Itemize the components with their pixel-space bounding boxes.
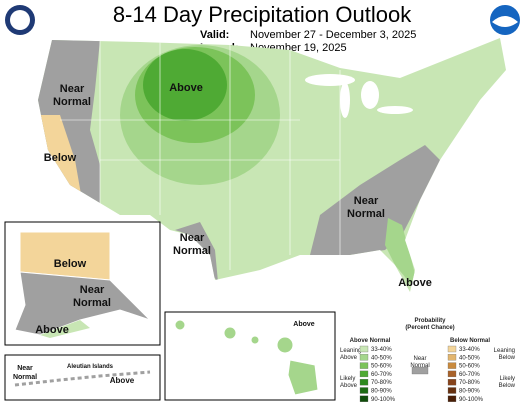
title: 8-14 Day Precipitation Outlook xyxy=(113,2,412,27)
likely-above: Above xyxy=(340,383,358,389)
map-label: Near xyxy=(180,232,205,244)
legend: Probability(Percent Chance) Above Normal B… xyxy=(340,318,516,403)
map-label: Normal xyxy=(73,297,111,309)
leaning-above: Leaning xyxy=(340,348,361,354)
above-level: 33-40% xyxy=(371,347,392,353)
near-normal-label: Normal xyxy=(410,363,429,369)
below-swatch xyxy=(447,387,457,394)
leaning-above: Above xyxy=(340,355,358,361)
map-label: Below xyxy=(54,258,87,270)
map-label: Above xyxy=(293,321,315,328)
above-level: 60-70% xyxy=(371,372,392,378)
valid-label: Valid: xyxy=(200,29,229,41)
leaning-below: Below xyxy=(499,355,516,361)
map-label: Above xyxy=(169,82,203,94)
map-label: Near xyxy=(354,195,379,207)
below-swatch xyxy=(447,362,457,369)
above-swatch xyxy=(359,354,369,361)
above-level: 80-90% xyxy=(371,389,392,395)
near-normal-swatch xyxy=(411,366,429,375)
below-swatch xyxy=(447,354,457,361)
map-label: Near xyxy=(60,83,85,95)
below-normal-heading: Below Normal xyxy=(450,338,490,344)
lakes xyxy=(305,74,413,118)
below-level: 60-70% xyxy=(459,372,480,378)
below-level: 33-40% xyxy=(459,347,480,353)
map-label: Above xyxy=(35,324,69,336)
alaska-peninsula xyxy=(40,320,90,338)
logo-left xyxy=(5,5,35,35)
below-level: 50-60% xyxy=(459,364,480,370)
above-level: 40-50% xyxy=(371,355,392,361)
below-level: 90-100% xyxy=(459,397,484,403)
valid-dates: November 27 - December 3, 2025 xyxy=(250,29,416,41)
above-swatch xyxy=(359,345,369,353)
leaning-below: Leaning xyxy=(494,348,515,354)
below-level: 70-80% xyxy=(459,380,480,386)
map-label: Above xyxy=(110,376,135,385)
map-label: Aleutian Islands xyxy=(67,364,114,370)
map-label: Above xyxy=(398,277,432,289)
above-swatch xyxy=(359,395,369,402)
below-swatch xyxy=(447,370,457,378)
map-label: Normal xyxy=(13,374,37,381)
above-level: 70-80% xyxy=(371,380,392,386)
below-swatch xyxy=(447,345,457,353)
map-label: Normal xyxy=(173,245,211,257)
map-label: Normal xyxy=(53,96,91,108)
aleutian-islands xyxy=(14,370,151,387)
map-label: Below xyxy=(44,152,77,164)
map-label: Near xyxy=(80,284,105,296)
above-swatch xyxy=(359,370,369,378)
above-level: 90-100% xyxy=(371,397,396,403)
likely-above: Likely xyxy=(340,376,355,382)
map-labels: NearNormalAboveBelowNearNormalNearNormal… xyxy=(13,82,432,385)
map-label: Normal xyxy=(347,208,385,220)
above-level: 50-60% xyxy=(371,364,392,370)
logo-right xyxy=(490,5,520,35)
legend-title: (Percent Chance) xyxy=(405,325,454,331)
below-level: 40-50% xyxy=(459,355,480,361)
below-swatch xyxy=(447,379,457,386)
above-swatch xyxy=(359,362,369,369)
hawaii xyxy=(174,319,319,396)
map-label: Near xyxy=(17,365,33,372)
below-level: 80-90% xyxy=(459,389,480,395)
alaska-south xyxy=(14,271,151,336)
likely-below: Likely xyxy=(500,376,515,382)
aleutian-box xyxy=(4,354,161,401)
below-swatch xyxy=(447,395,457,402)
legend-title: Probability xyxy=(414,318,446,324)
near-normal-label: Near xyxy=(413,356,426,362)
above-swatch xyxy=(359,379,369,386)
above-normal-heading: Above Normal xyxy=(350,338,391,344)
likely-below: Below xyxy=(499,383,516,389)
above-swatch xyxy=(359,387,369,394)
conus xyxy=(38,38,506,292)
